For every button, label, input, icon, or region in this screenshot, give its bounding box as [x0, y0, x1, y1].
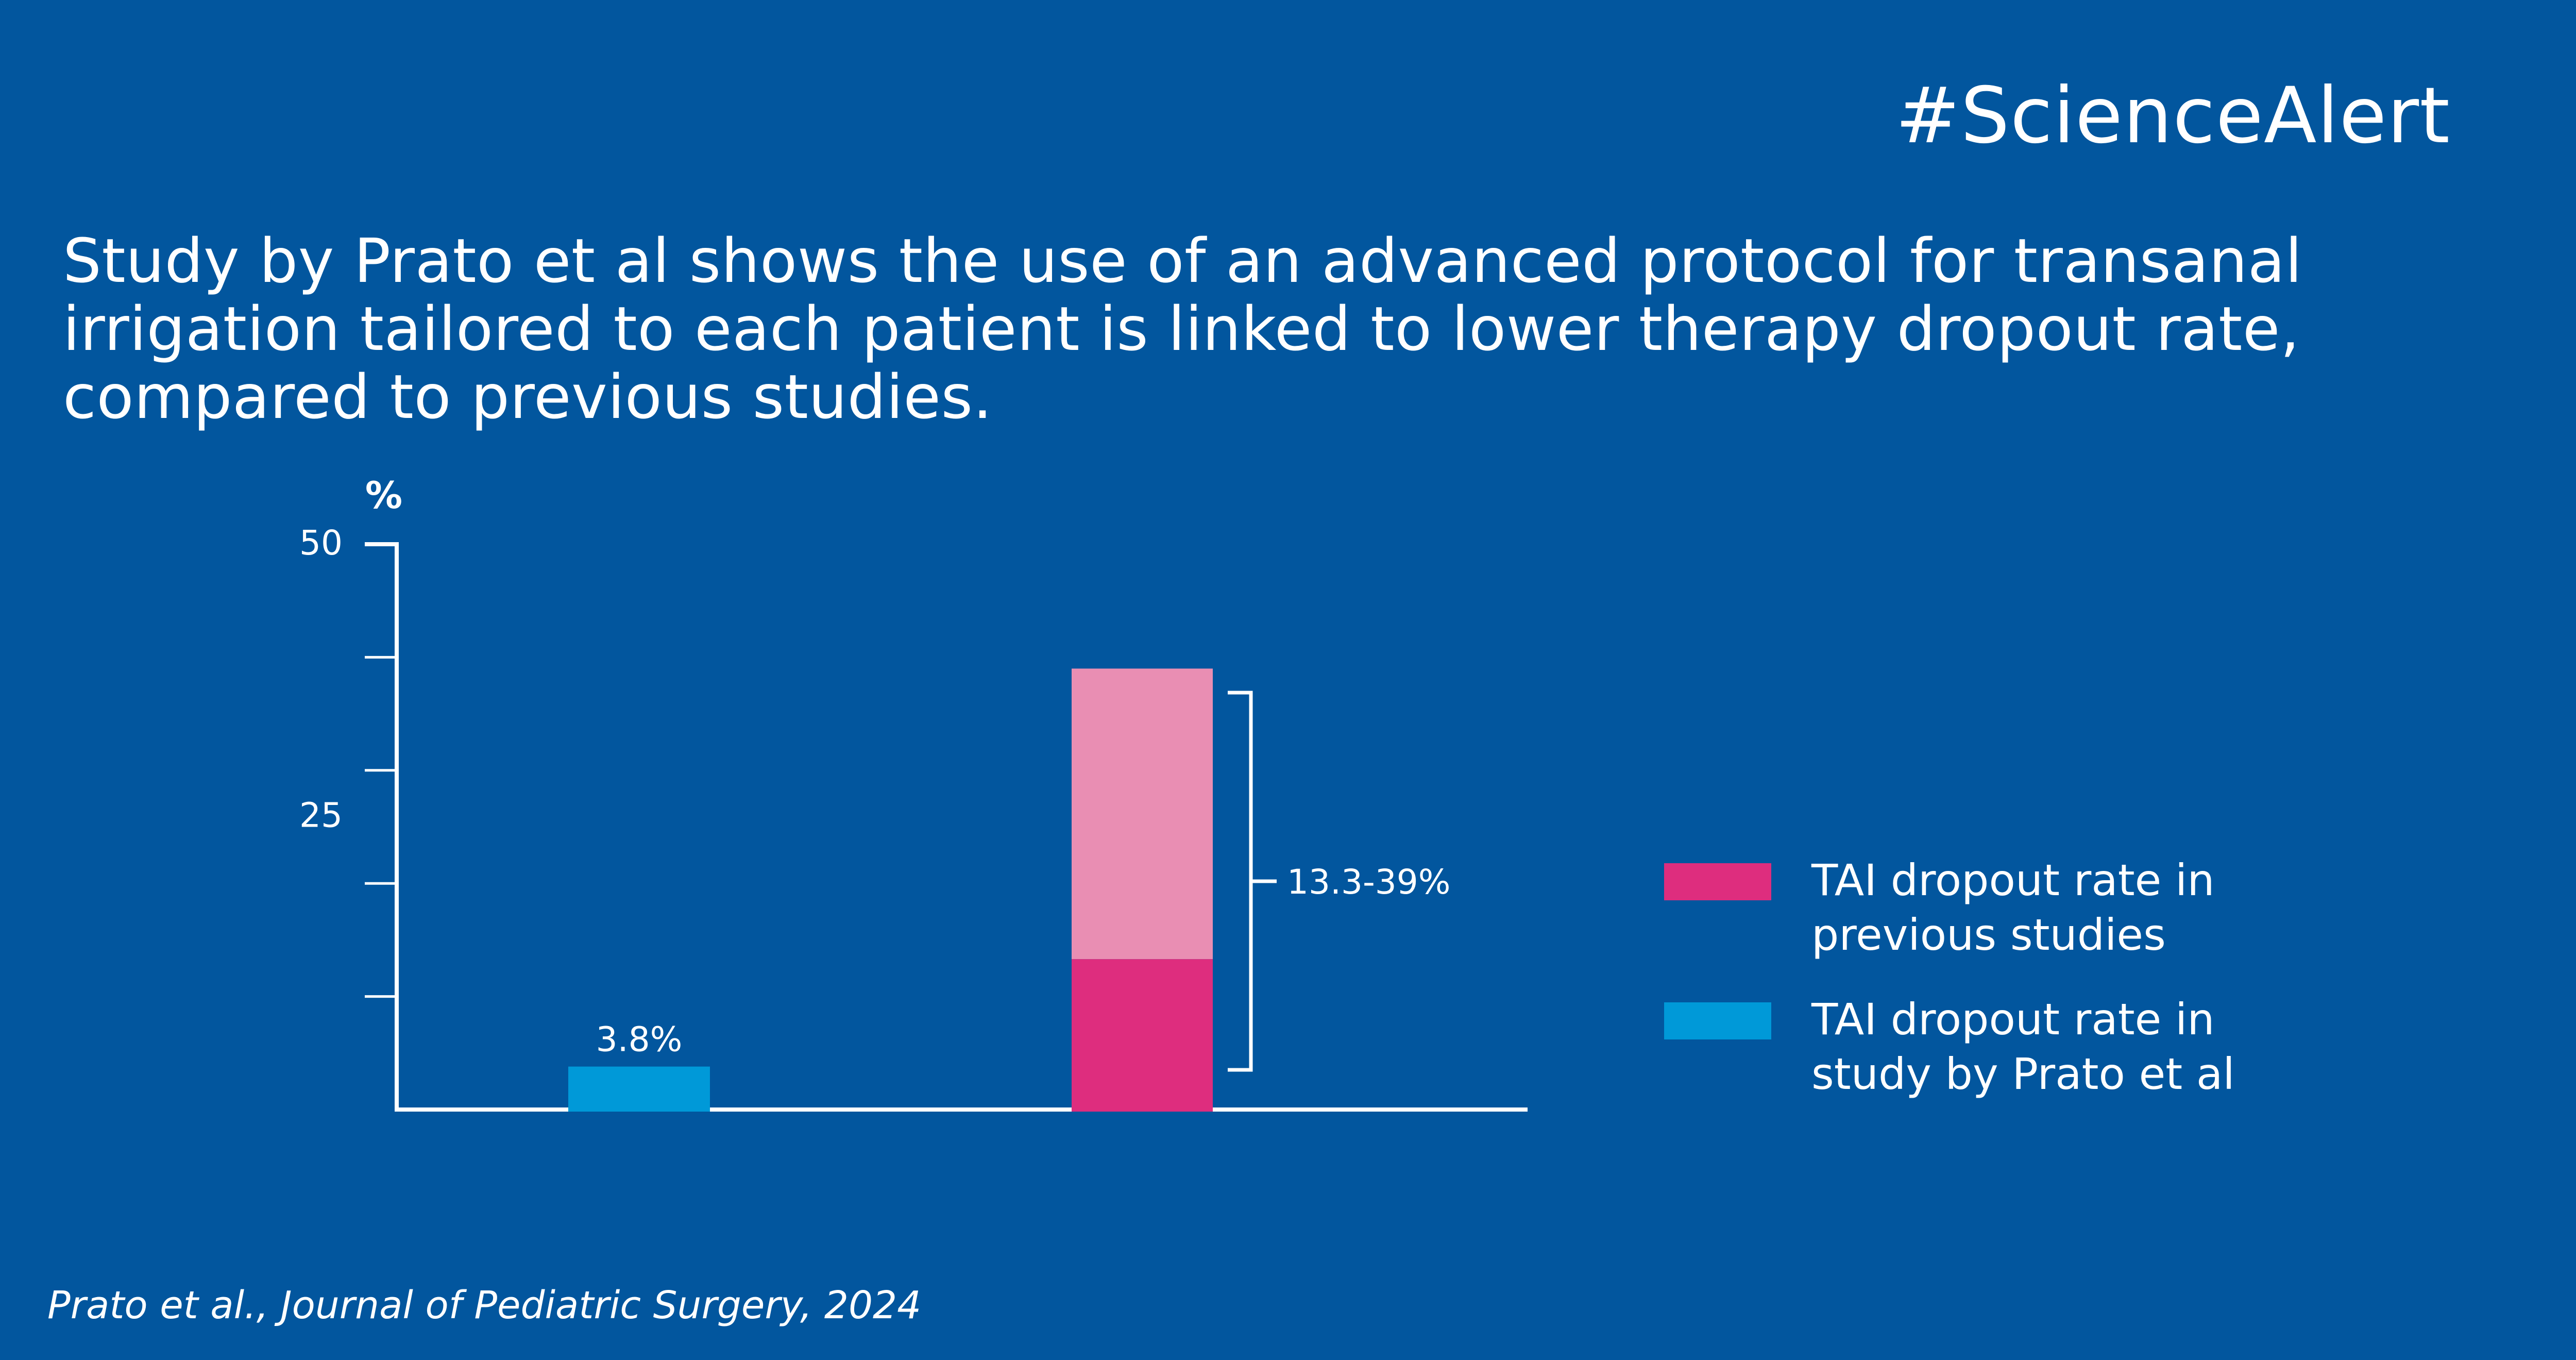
data-labels: 3.8% 13.3-39% [596, 691, 1450, 1072]
y-tick-label: 50 [299, 523, 343, 563]
bars [568, 668, 1213, 1112]
legend-label-line: study by Prato et al [1811, 1049, 2235, 1099]
legend-swatch-previous [1664, 863, 1771, 900]
bar-prato-study [568, 1066, 710, 1112]
bar-previous-range [1072, 668, 1213, 960]
headline: Study by Prato et al shows the use of an… [63, 227, 2484, 431]
citation: Prato et al., Journal of Pediatric Surge… [47, 1283, 922, 1328]
y-axis: 50 25% [299, 474, 1528, 1112]
y-tick-label: 25 [299, 796, 343, 835]
headline-line: compared to previous studies. [63, 361, 993, 432]
bar-previous-low [1072, 959, 1213, 1112]
legend-label-line: previous studies [1811, 910, 2166, 960]
legend-label-line: TAI dropout rate in [1811, 994, 2215, 1045]
legend-swatch-prato [1664, 1002, 1771, 1039]
brand-hashtag: #ScienceAlert [1895, 71, 2450, 161]
range-bracket [1228, 691, 1253, 1072]
data-label-previous-range: 13.3-39% [1287, 862, 1450, 902]
headline-line: irrigation tailored to each patient is l… [63, 293, 2300, 364]
headline-line: Study by Prato et al shows the use of an… [63, 225, 2302, 296]
y-axis-label: % [365, 474, 402, 517]
data-label-prato: 3.8% [596, 1020, 683, 1060]
legend-label-line: TAI dropout rate in [1811, 855, 2215, 905]
